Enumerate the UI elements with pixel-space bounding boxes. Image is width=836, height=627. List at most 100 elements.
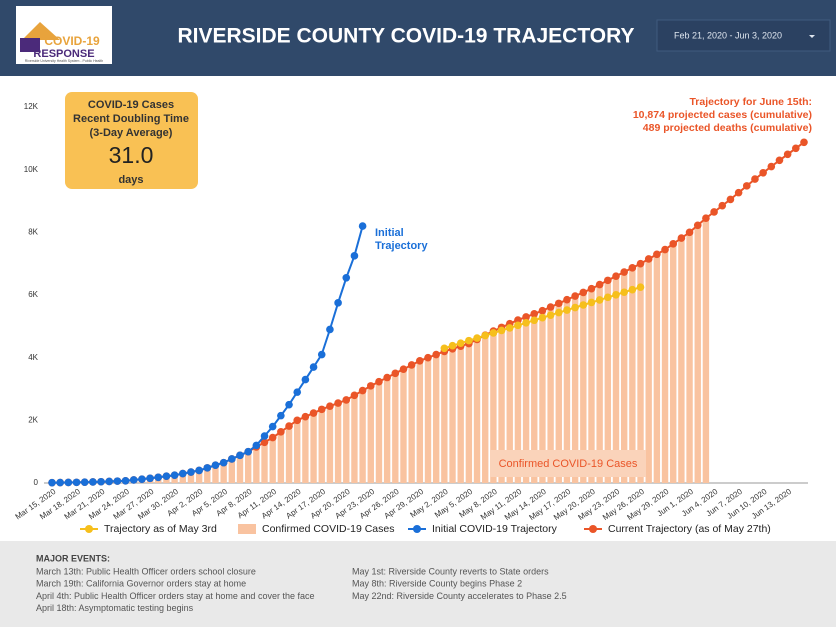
data-point [293, 388, 302, 396]
data-point [775, 156, 784, 165]
data-point [530, 316, 539, 325]
data-point [440, 344, 449, 353]
data-point [726, 195, 735, 204]
bar [318, 409, 325, 483]
bar [661, 249, 669, 483]
data-point [514, 321, 522, 330]
legend-label: Current Trajectory (as of May 27th) [608, 523, 771, 535]
bar [351, 395, 358, 483]
page-title: RIVERSIDE COUNTY COVID-19 TRAJECTORY [177, 25, 634, 48]
data-point [554, 308, 563, 317]
y-tick-label: 12K [24, 102, 39, 111]
data-point [366, 382, 375, 390]
data-point [162, 472, 171, 481]
data-point [342, 273, 351, 282]
data-point [653, 250, 661, 259]
legend-label: Initial COVID-19 Trajectory [432, 523, 558, 535]
data-point [56, 478, 64, 487]
bar [612, 276, 620, 483]
bar [383, 377, 391, 483]
annotation: 10,874 projected cases (cumulative) [633, 109, 812, 121]
bar [171, 475, 178, 483]
data-point [751, 175, 759, 183]
kpi-value: 31.0 [109, 142, 154, 168]
data-point [432, 350, 440, 359]
bar [244, 451, 252, 483]
annotation: 489 projected deaths (cumulative) [643, 122, 812, 134]
data-point [783, 150, 792, 159]
dropdown-arrow [809, 35, 815, 38]
data-point [72, 478, 81, 487]
bar [343, 399, 350, 483]
data-point [375, 377, 383, 386]
data-point [48, 478, 56, 487]
data-point [693, 221, 702, 230]
footer-heading: MAJOR EVENTS: [36, 553, 110, 563]
data-point [399, 365, 408, 373]
data-point [497, 326, 506, 335]
data-point [800, 138, 808, 147]
data-point [546, 303, 555, 311]
bar [563, 299, 571, 483]
data-point [669, 240, 678, 248]
logo-text: COVID-19 [44, 34, 100, 48]
bar [588, 288, 595, 483]
bar [645, 258, 652, 483]
kpi-label: (3-Day Average) [90, 127, 173, 139]
data-point [285, 422, 293, 430]
event-text: May 1st: Riverside County reverts to Sta… [352, 566, 549, 576]
data-point [105, 477, 114, 486]
data-point [301, 412, 310, 421]
bar [236, 455, 244, 483]
bar [490, 331, 497, 483]
footer [0, 541, 836, 627]
date-range-text: Feb 21, 2020 - Jun 3, 2020 [674, 30, 782, 40]
bar [441, 351, 448, 483]
kpi-unit: days [118, 174, 143, 186]
data-point [154, 473, 163, 482]
bar [367, 385, 374, 483]
kpi-label: Recent Doubling Time [73, 113, 189, 125]
data-point [636, 259, 645, 268]
y-tick-label: 8K [28, 227, 38, 236]
legend-swatch [238, 524, 256, 534]
bar [204, 467, 211, 483]
bar [375, 381, 383, 483]
data-point [244, 447, 252, 456]
bar [253, 446, 260, 483]
event-text: March 19th: California Governor orders s… [36, 579, 246, 589]
bar [269, 437, 276, 483]
data-point [203, 464, 212, 472]
bar [261, 442, 268, 483]
annotation: Confirmed COVID-19 Cases [499, 458, 638, 470]
data-point [309, 409, 318, 417]
data-point [293, 416, 302, 425]
bar [220, 462, 227, 483]
bar [620, 272, 628, 483]
bar [416, 360, 424, 483]
bar [571, 296, 579, 483]
data-point [628, 285, 637, 294]
data-point [268, 422, 277, 431]
data-point [138, 475, 146, 483]
data-point [187, 468, 195, 476]
data-point [121, 477, 130, 485]
data-point [89, 478, 97, 486]
legend: Trajectory as of May 3rd Confirmed COVID-… [80, 523, 771, 535]
bar [392, 373, 399, 483]
data-point [342, 396, 351, 404]
bar [694, 225, 701, 484]
logo-text: Riverside University Health System - Pub… [25, 59, 103, 63]
date-range-control[interactable] [656, 19, 831, 52]
data-point [228, 455, 236, 463]
data-point [317, 350, 326, 359]
bar [302, 416, 309, 483]
event-text: March 13th: Public Health Officer orders… [36, 566, 256, 576]
data-point [309, 363, 318, 371]
bar [212, 465, 219, 483]
data-point [792, 144, 800, 153]
data-point [268, 433, 277, 442]
data-point [326, 325, 334, 334]
bar [604, 280, 612, 483]
annotation-box [490, 450, 646, 477]
